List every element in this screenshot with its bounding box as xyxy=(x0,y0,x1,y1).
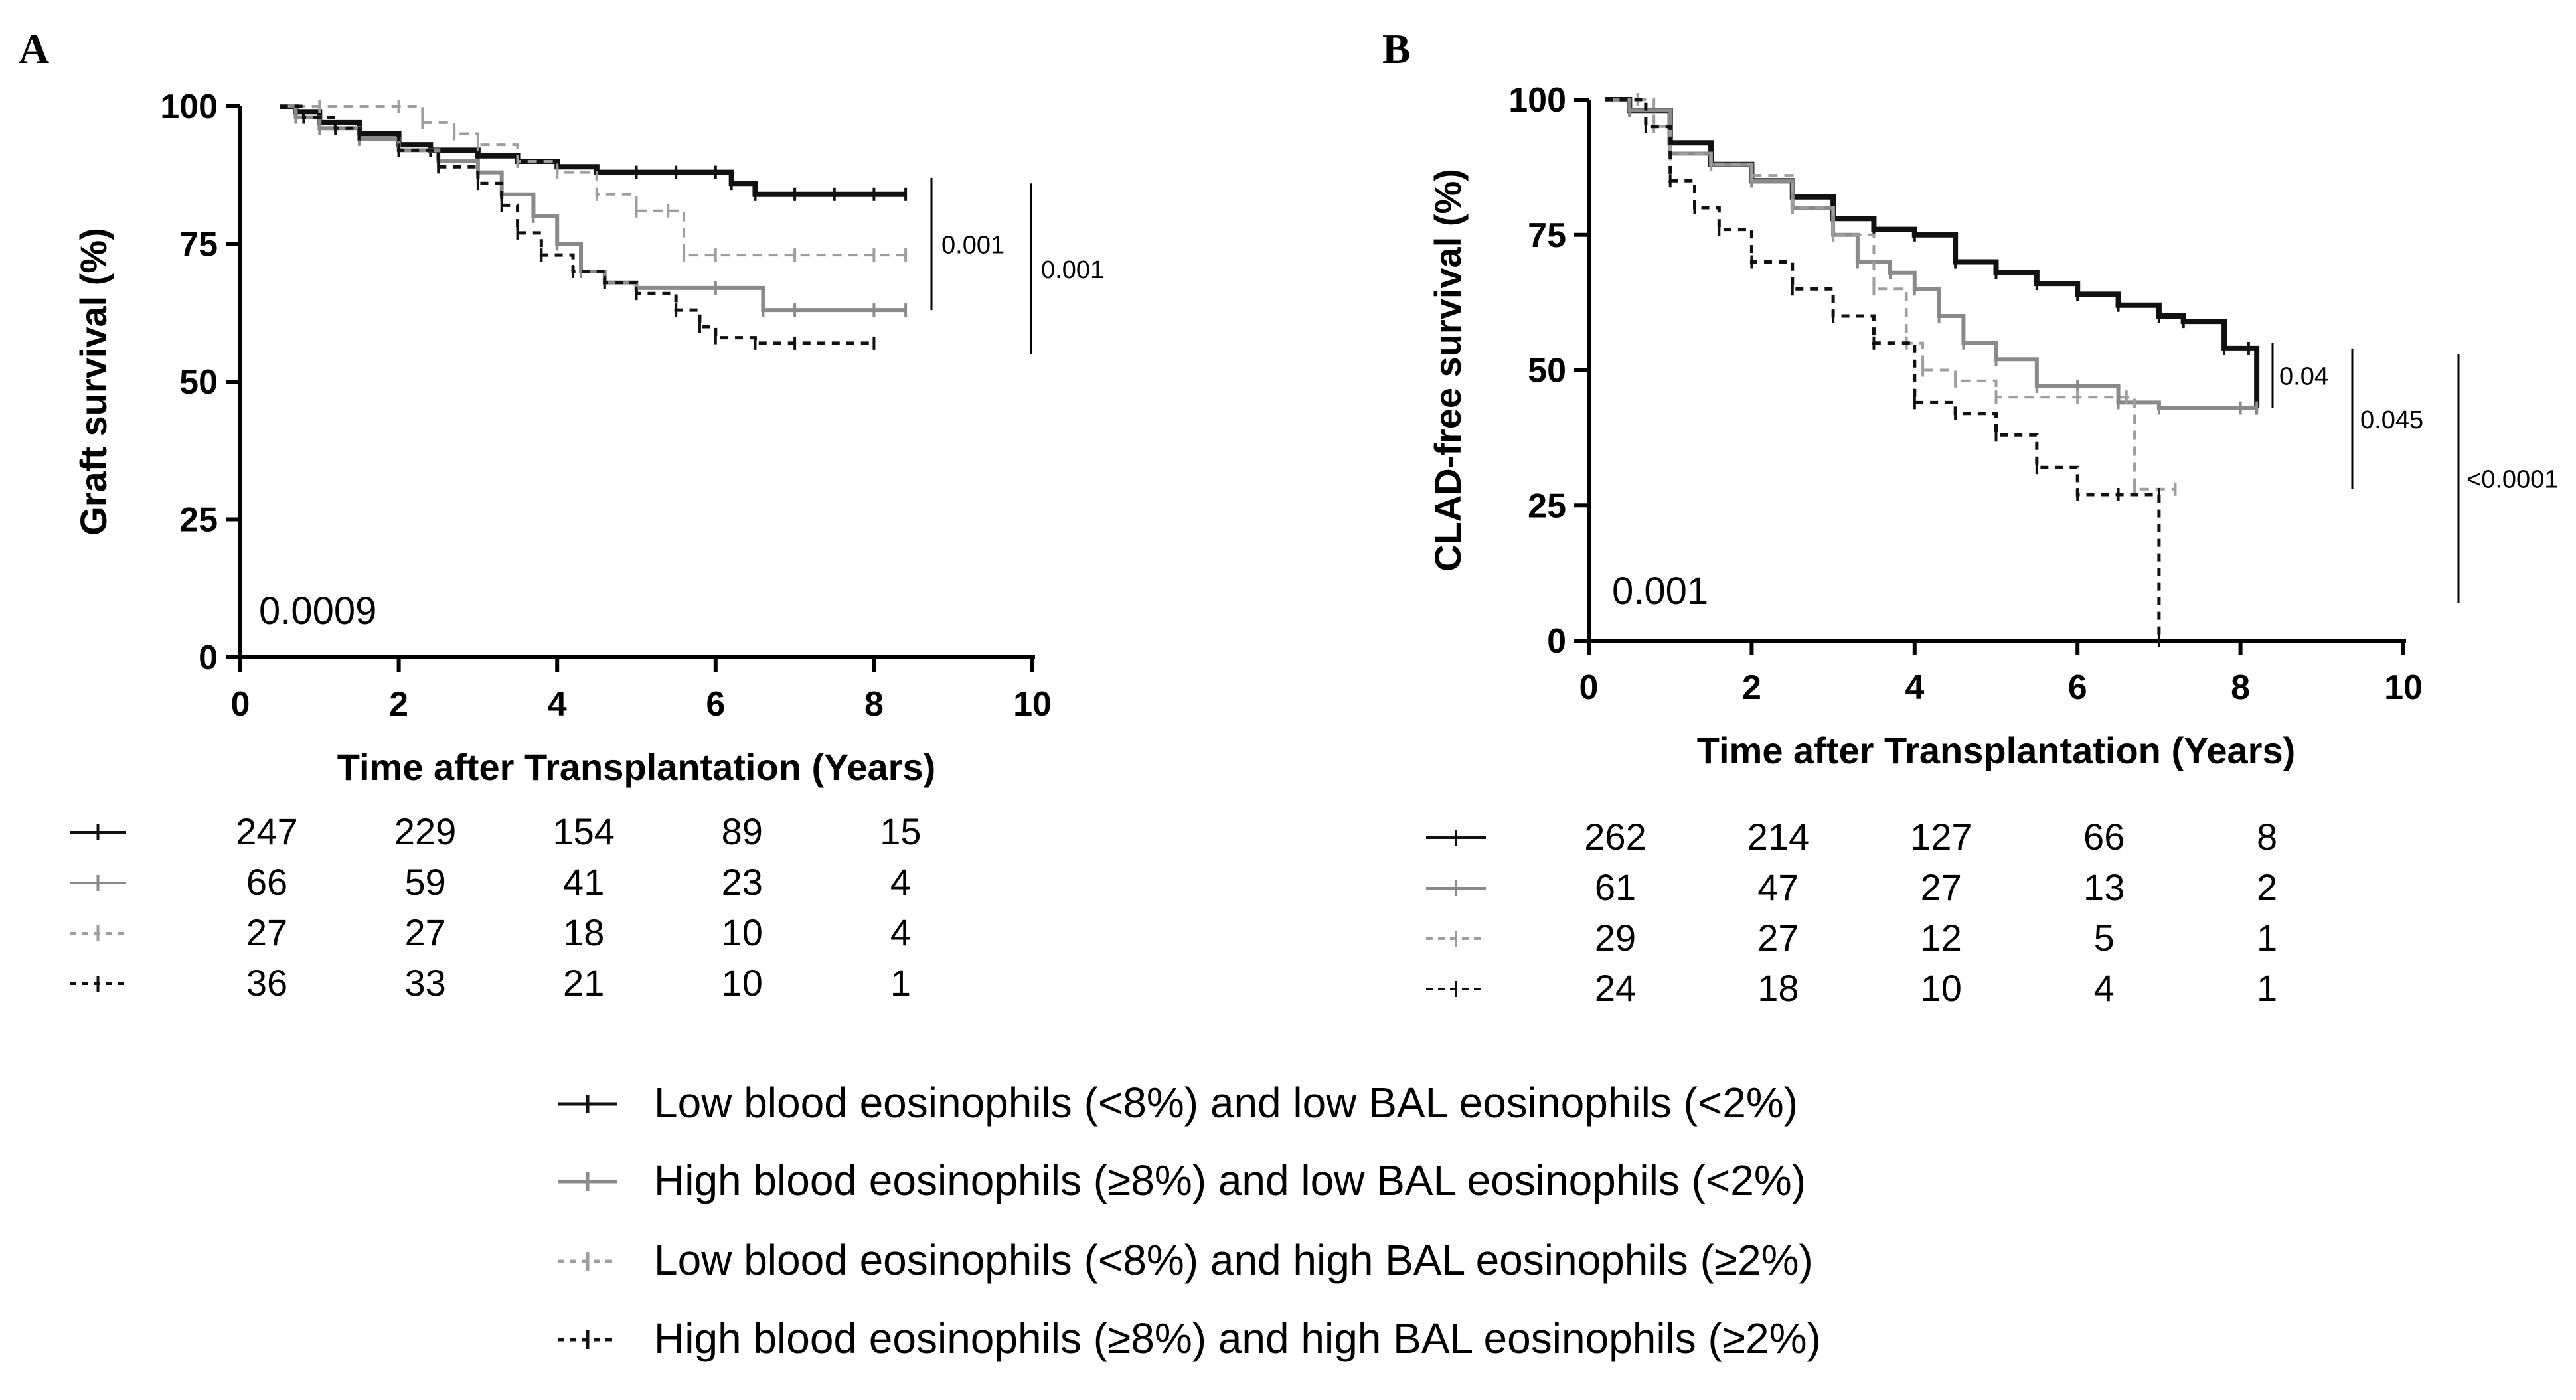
x-tick-label: 4 xyxy=(1905,668,1924,707)
number-at-risk: 1 xyxy=(890,962,911,1004)
number-at-risk: 15 xyxy=(880,811,921,852)
y-axis-title: Graft survival (%) xyxy=(72,228,114,536)
y-tick-label: 50 xyxy=(1528,352,1566,390)
y-tick-label: 50 xyxy=(179,363,218,402)
x-tick-label: 6 xyxy=(706,685,725,724)
number-at-risk: 21 xyxy=(563,962,604,1004)
number-at-risk: 247 xyxy=(236,811,297,852)
survival-curve-3 xyxy=(280,105,906,257)
number-at-risk: 47 xyxy=(1757,866,1799,908)
number-at-risk: 10 xyxy=(722,962,763,1004)
overall-p-value: 0.0009 xyxy=(259,589,376,633)
pairwise-p-value: 0.045 xyxy=(2360,406,2423,434)
number-at-risk: 66 xyxy=(2083,816,2125,858)
pairwise-p-value: 0.04 xyxy=(2279,363,2328,391)
number-at-risk: 13 xyxy=(2083,866,2125,908)
number-at-risk: 23 xyxy=(722,861,763,903)
y-tick-label: 0 xyxy=(199,639,218,677)
y-tick-label: 100 xyxy=(160,88,218,126)
y-axis-title: CLAD-free survival (%) xyxy=(1427,169,1469,572)
y-tick-label: 25 xyxy=(1528,487,1566,525)
number-at-risk: 10 xyxy=(722,911,763,953)
legend: Low blood eosinophils (<8%) and low BAL … xyxy=(558,1079,1821,1362)
overall-p-value: 0.001 xyxy=(1612,570,1708,613)
pairwise-p-value: <0.0001 xyxy=(2466,466,2558,494)
number-at-risk: 12 xyxy=(1921,917,1962,959)
number-at-risk: 59 xyxy=(404,861,445,903)
y-tick-label: 25 xyxy=(179,501,218,540)
survival-curve-2 xyxy=(280,104,906,313)
number-at-risk: 89 xyxy=(722,811,763,852)
legend-entry: Low blood eosinophils (<8%) and low BAL … xyxy=(654,1079,1798,1127)
number-at-risk: 1 xyxy=(2257,967,2277,1009)
panel-label: B xyxy=(1382,25,1411,72)
legend-entry: High blood eosinophils (≥8%) and low BAL… xyxy=(654,1156,1806,1204)
number-at-risk: 33 xyxy=(404,962,445,1004)
number-at-risk: 24 xyxy=(1595,967,1636,1009)
number-at-risk: 18 xyxy=(1757,967,1799,1009)
y-tick-label: 75 xyxy=(179,226,218,264)
number-at-risk: 4 xyxy=(890,911,911,953)
number-at-risk: 18 xyxy=(563,911,604,953)
number-at-risk: 61 xyxy=(1595,866,1636,908)
number-at-risk: 10 xyxy=(1921,967,1962,1009)
x-tick-label: 8 xyxy=(2231,668,2250,707)
x-tick-label: 10 xyxy=(2384,668,2423,707)
survival-curve-4 xyxy=(1605,98,2161,641)
x-axis-title: Time after Transplantation (Years) xyxy=(1697,730,2295,771)
survival-curve-1 xyxy=(1605,97,2260,408)
number-at-risk: 41 xyxy=(563,861,604,903)
number-at-risk: 229 xyxy=(394,811,456,852)
panel-label: A xyxy=(19,25,49,72)
number-at-risk: 5 xyxy=(2094,917,2115,959)
survival-curve-4 xyxy=(280,104,874,345)
y-tick-label: 75 xyxy=(1528,216,1566,255)
x-tick-label: 8 xyxy=(864,685,884,724)
x-tick-label: 2 xyxy=(1742,668,1761,707)
number-at-risk: 4 xyxy=(890,861,911,903)
x-tick-label: 10 xyxy=(1013,685,1052,724)
number-at-risk: 4 xyxy=(2094,967,2115,1009)
pairwise-p-value: 0.001 xyxy=(1041,256,1104,284)
number-at-risk: 66 xyxy=(246,861,287,903)
number-at-risk: 127 xyxy=(1910,816,1972,858)
number-at-risk: 27 xyxy=(1757,917,1799,959)
number-at-risk: 8 xyxy=(2257,816,2277,858)
x-tick-label: 2 xyxy=(389,685,408,724)
x-tick-label: 0 xyxy=(1579,668,1599,707)
number-at-risk: 36 xyxy=(246,962,287,1004)
number-at-risk: 1 xyxy=(2257,917,2277,959)
survival-curve-2 xyxy=(1605,98,2257,410)
number-at-risk: 29 xyxy=(1595,917,1636,959)
survival-curve-1 xyxy=(280,104,906,197)
pairwise-p-value: 0.001 xyxy=(941,232,1005,260)
x-tick-label: 0 xyxy=(231,685,250,724)
number-at-risk: 154 xyxy=(552,811,614,852)
number-at-risk: 214 xyxy=(1747,816,1809,858)
number-at-risk: 2 xyxy=(2257,866,2277,908)
x-axis-title: Time after Transplantation (Years) xyxy=(337,746,935,788)
y-tick-label: 100 xyxy=(1508,81,1566,119)
x-tick-label: 6 xyxy=(2068,668,2087,707)
legend-entry: High blood eosinophils (≥8%) and high BA… xyxy=(654,1314,1821,1362)
number-at-risk: 27 xyxy=(404,911,445,953)
y-tick-label: 0 xyxy=(1547,622,1566,661)
number-at-risk: 262 xyxy=(1584,816,1646,858)
number-at-risk: 27 xyxy=(246,911,287,953)
survival-curve-3 xyxy=(1605,98,2176,491)
legend-entry: Low blood eosinophils (<8%) and high BAL… xyxy=(654,1236,1813,1284)
number-at-risk: 27 xyxy=(1921,866,1962,908)
x-tick-label: 4 xyxy=(548,685,567,724)
